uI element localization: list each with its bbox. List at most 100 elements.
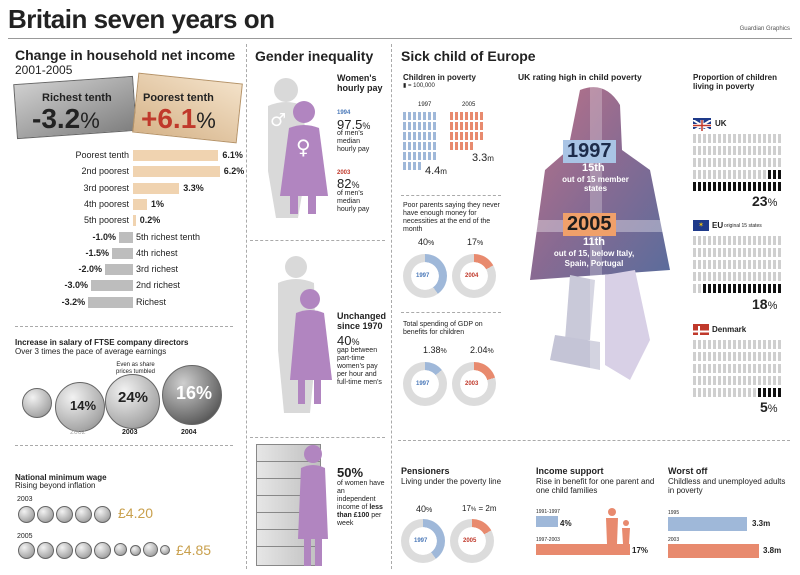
person-icon [773,134,776,143]
person-icon [718,182,721,191]
person-icon [728,158,731,167]
person-icon [723,260,726,269]
person-icon [763,158,766,167]
coin-icon [114,543,127,556]
person-icon [753,170,756,179]
person-icon [708,158,711,167]
rating-2005-text: out of 15, below Italy, Spain, Portugal [553,249,635,268]
cip-year-2005: 2005 [462,102,476,108]
person-icon [748,388,751,397]
person-icon [743,158,746,167]
pens-v2: 17% = 2m [462,504,497,513]
person-icon [428,152,431,160]
page-title: Britain seven years on [8,4,275,34]
person-icon [763,248,766,257]
person-icon [423,132,426,140]
person-icon [460,122,463,130]
is-sub: Rise in benefit for one parent and one c… [536,477,655,495]
person-icon [778,182,781,191]
pp-donut-2004 [452,254,496,298]
person-icon [763,146,766,155]
person-icon [723,134,726,143]
person-icon [408,132,411,140]
person-icon [743,248,746,257]
person-icon [743,388,746,397]
person-icon [713,158,716,167]
svg-text:♀: ♀ [296,135,311,159]
person-icon [460,142,463,150]
gender-figures-1: ♂ ♀ [268,78,328,218]
gdp-donut-2003 [452,362,496,406]
rating-title: UK rating high in child poverty [518,72,642,82]
person-icon [773,272,776,281]
person-icon [723,272,726,281]
denmark-flag-icon [693,324,709,337]
person-icon [450,112,453,120]
divider [250,240,385,241]
person-icon [778,158,781,167]
person-icon [763,340,766,349]
person-icon [738,376,741,385]
person-icon [723,236,726,245]
person-icon [703,272,706,281]
person-icon [713,134,716,143]
person-icon [698,376,701,385]
person-icon [703,134,706,143]
person-icon [768,364,771,373]
person-icon [718,272,721,281]
ftse-sub: Over 3 times the pace of average earning… [15,347,167,356]
person-icon [718,260,721,269]
person-icon [733,260,736,269]
income-category-label: 5th poorest [83,215,129,226]
person-icon [773,352,776,361]
person-icon [718,388,721,397]
wo-v1: 3.3m [752,519,771,528]
person-icon [758,158,761,167]
person-icon [693,158,696,167]
wo-bar-2003 [668,544,760,558]
person-icon [475,132,478,140]
income-bar [133,182,180,194]
coin-icon [143,542,158,557]
person-icon [703,170,706,179]
person-icon [768,158,771,167]
person-icon [748,272,751,281]
person-icon [703,182,706,191]
uk-value: 23% [752,193,778,209]
person-icon [718,248,721,257]
person-icon [738,170,741,179]
person-icon [455,142,458,150]
person-icon [768,376,771,385]
person-icon [773,284,776,293]
person-icon [743,364,746,373]
income-value-label: 3.3% [183,182,204,193]
person-icon [455,122,458,130]
wage-2003-value: £4.20 [118,505,154,521]
coin-2002-small [22,388,52,418]
person-icon [748,260,751,269]
person-icon [753,340,756,349]
person-icon [778,134,781,143]
person-icon [778,248,781,257]
pp-text: Poor parents saying they never have enou… [403,202,500,233]
cip-value-1997: 4.4m [425,165,447,177]
person-icon [703,158,706,167]
is-bar-1991-1997 [536,516,558,527]
person-icon [748,248,751,257]
person-icon [733,364,736,373]
ftse-year-2002: 2002 [70,429,86,436]
uk-flag-icon [692,118,712,132]
person-icon [718,146,721,155]
person-icon [768,284,771,293]
person-icon [758,352,761,361]
person-icon [423,152,426,160]
person-icon [728,170,731,179]
parent-child-icon [606,508,630,544]
person-icon [455,132,458,140]
person-icon [758,182,761,191]
coin-2002 [55,382,105,432]
person-icon [413,162,416,170]
cip-title: Children in poverty [403,73,476,82]
coin-icon [130,545,141,556]
gender-s2-title: Unchanged since 1970 [337,311,387,331]
